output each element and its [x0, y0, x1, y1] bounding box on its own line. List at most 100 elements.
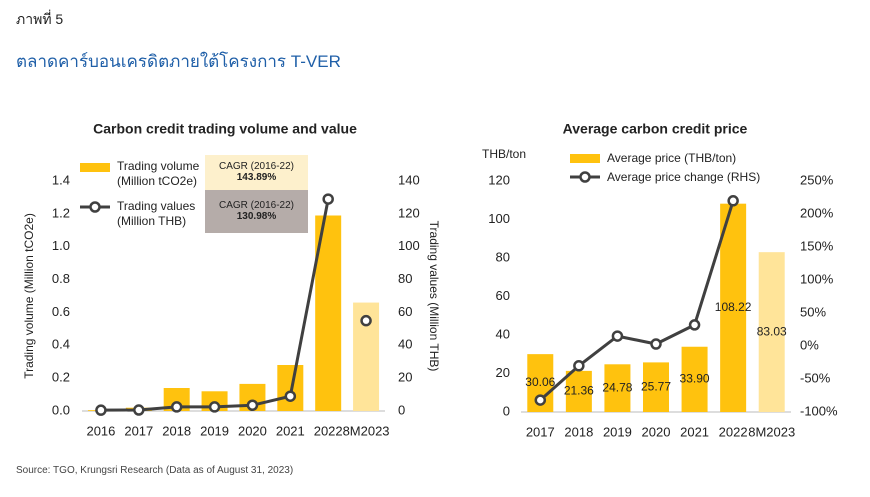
y-axis-label: Trading volume (Million tCO2e) [22, 213, 36, 379]
x-tick-label: 2021 [276, 423, 305, 438]
line-marker [284, 390, 297, 402]
cagr-value: 143.89% [236, 171, 277, 183]
line-marker [95, 404, 107, 416]
legend-marker [89, 201, 101, 213]
bar [565, 370, 592, 412]
chart-title: Average carbon credit price [563, 121, 748, 137]
y-tick-label: 0.0 [52, 402, 70, 417]
y2-tick-label: 60 [398, 304, 412, 319]
y2-tick-label: 100% [800, 271, 834, 286]
x-tick-label: 8M2023 [343, 423, 390, 438]
y-tick-label: 0.8 [52, 271, 70, 286]
y-tick-label: 20 [496, 365, 510, 380]
y2-tick-label: 40 [398, 337, 412, 352]
bar [643, 362, 669, 412]
y-tick-label: 1.4 [52, 172, 70, 187]
y-tick-label: 1.2 [52, 205, 70, 220]
legend-swatch [570, 154, 600, 163]
figure-label: ภาพที่ 5 [16, 11, 64, 27]
x-tick-label: 2016 [86, 423, 115, 438]
data-label: 33.90 [680, 372, 710, 386]
y2-tick-label: 20 [398, 370, 412, 385]
line-marker [727, 195, 739, 207]
line-marker [322, 193, 334, 205]
line-marker [573, 360, 585, 372]
x-tick-label: 2019 [603, 424, 632, 439]
line [539, 200, 735, 402]
y2-tick-label: 200% [800, 205, 834, 220]
x-tick-label: 2022 [314, 423, 343, 438]
x-tick-label: 8M2023 [748, 424, 795, 439]
cagr-value: 130.98% [236, 210, 277, 222]
y2-tick-label: 250% [800, 172, 834, 187]
y2-tick-label: 120 [398, 205, 420, 220]
legend-label: Average price change (RHS) [607, 170, 761, 184]
y-tick-label: 100 [488, 211, 510, 226]
y2-axis-label: Trading values (Million THB) [427, 221, 441, 372]
bar [720, 203, 747, 412]
cagr-box: CAGR (2016-22) 130.98% [205, 190, 308, 233]
page-title: ตลาดคาร์บอนเครดิตภายใต้โครงการ T-VER [16, 52, 341, 71]
line-marker [611, 330, 624, 342]
legend-label: Trading volume (Million tCO2e) [117, 159, 200, 188]
y-tick-label: 0.6 [52, 304, 70, 319]
y-tick-label: 60 [496, 288, 510, 303]
line-marker [170, 401, 183, 413]
x-tick-label: 2020 [642, 424, 671, 439]
x-tick-label: 2020 [238, 423, 267, 438]
data-label: 21.36 [564, 384, 594, 398]
x-tick-label: 2022 [719, 424, 748, 439]
source: Source: TGO, Krungsri Research (Data as … [16, 465, 294, 476]
y-tick-label: 1.0 [52, 238, 70, 253]
bar [681, 346, 708, 412]
x-tick-label: 2021 [680, 424, 709, 439]
y2-tick-label: 0% [800, 337, 819, 352]
y2-tick-label: 0 [398, 402, 405, 417]
cagr-label: CAGR (2016-22) [218, 199, 295, 211]
y-tick-label: 120 [488, 172, 510, 187]
cagr-box: CAGR (2016-22) 143.89% [205, 155, 308, 190]
line-marker [688, 319, 701, 331]
legend-marker [579, 171, 591, 183]
line-marker [360, 314, 372, 327]
line-marker [133, 404, 145, 416]
bar [277, 365, 304, 411]
y2-tick-label: 140 [398, 172, 420, 187]
x-tick-label: 2017 [124, 423, 153, 438]
bar [758, 252, 785, 412]
y-tick-label: 80 [496, 249, 510, 264]
y2-tick-label: -100% [800, 403, 838, 418]
x-tick-label: 2018 [162, 423, 191, 438]
line-marker [534, 394, 547, 406]
y2-tick-label: 50% [800, 304, 826, 319]
y2-tick-label: 150% [800, 238, 834, 253]
data-label: 83.03 [757, 324, 787, 338]
y2-tick-label: -50% [800, 370, 831, 385]
y-tick-label: 0.4 [52, 337, 70, 352]
y-tick-label: 0 [503, 403, 510, 418]
legend-label: Average price (THB/ton) [607, 151, 737, 165]
data-label: 25.77 [641, 379, 671, 393]
y2-tick-label: 100 [398, 238, 420, 253]
line-marker [208, 401, 221, 413]
cagr-label: CAGR (2016-22) [218, 160, 295, 172]
x-tick-label: 2019 [200, 423, 229, 438]
y-tick-label: 40 [496, 326, 510, 341]
line-marker [650, 338, 662, 350]
data-label: 30.06 [525, 375, 555, 389]
y-unit: THB/ton [482, 147, 526, 161]
legend-swatch [80, 163, 110, 172]
bar [604, 364, 631, 412]
data-label: 108.22 [715, 300, 752, 314]
x-tick-label: 2018 [564, 424, 593, 439]
legend-label: Trading values (Million THB) [117, 199, 196, 228]
x-tick-label: 2017 [526, 424, 555, 439]
data-label: 24.78 [602, 380, 632, 394]
y-tick-label: 0.2 [52, 370, 70, 385]
y2-tick-label: 80 [398, 271, 412, 286]
chart-title: Carbon credit trading volume and value [93, 121, 357, 137]
bar [163, 388, 190, 411]
line-marker [246, 399, 259, 411]
